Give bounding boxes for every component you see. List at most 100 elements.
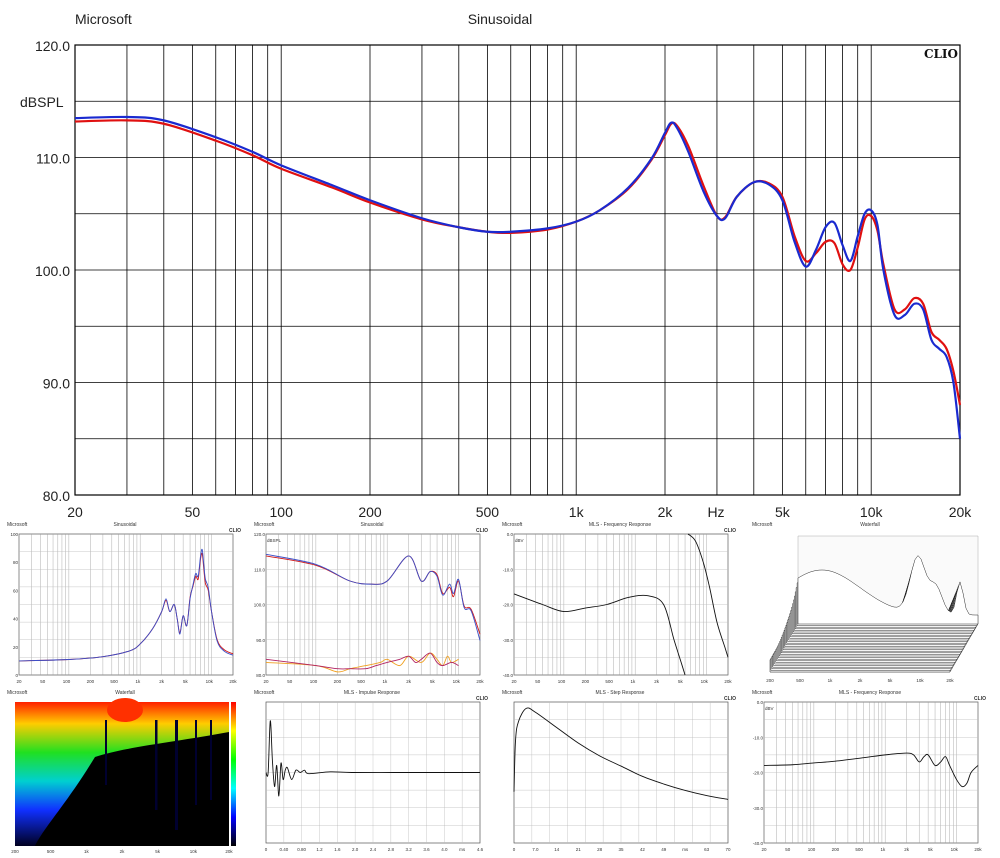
thumb-series-line-0 (265, 720, 480, 797)
thumb-x-tick-label: 500 (357, 679, 365, 684)
thumb-x-tick-label: 35 (618, 847, 624, 852)
thumb-x-tick-label: 200 (766, 678, 774, 683)
thumb-mls-impulse-response-plot: 0 0.40 0.80 1.2 1.6 2.0 2.4 2.8 3.2 3.6 4.0 ms 4.6 (265, 701, 484, 852)
thumb-x-tick-label: 20 (16, 679, 22, 684)
thumb-y-tick-label: -30.0 (503, 638, 514, 643)
thumb-x-tick-label: 5k (183, 679, 189, 684)
main-y-axis-label: dBSPL (20, 94, 64, 110)
main-header-left: Microsoft (75, 11, 132, 27)
thumb-waterfall-3d-header: Microsoft (752, 522, 773, 528)
thumb-x-tick-label: 20 (761, 847, 767, 852)
thumb-sinusoidal-response-plot: 20 50 100 200 500 1k 2k 5k 10k 20k 120.0 110.0 100.0… (254, 532, 485, 684)
thumb-x-tick-label: 2k (654, 679, 660, 684)
thumb-mls-frequency-response-2: Microsoft MLS - Frequency Response CLIO 20 5… (750, 690, 990, 855)
thumb-mls-frequency-response-plot: 20 50 100 200 500 1k 2k 5k 10k 20k 0.0 -10.0 -20.0 -3… (503, 532, 733, 684)
thumb-mls-frequency-response-brand: CLIO (724, 528, 736, 534)
thumb-x-tick-label: 20k (724, 679, 732, 684)
thumb-waterfall-heatmap: Microsoft Waterfall 200 500 1k 2k 5k 10k 20k (5, 690, 245, 855)
main-frequency-response-chart: 120.0 110.0 100.0 90.0 80.020 50 100 200 500 1k 2k… (20, 11, 972, 520)
thumb-x-tick-label: 10k (951, 847, 959, 852)
heatmap-streak (155, 720, 158, 810)
thumb-x-tick-label: 20k (476, 679, 484, 684)
thumb-x-tick-label: 20k (946, 678, 954, 683)
thumb-mls-impulse-response-header: Microsoft (254, 690, 275, 696)
thumb-x-tick-label: 5k (155, 849, 161, 854)
thumb-y-tick-label: -20.0 (753, 771, 764, 776)
thumb-mls-frequency-response-header: Microsoft (502, 522, 523, 528)
thumb-mls-impulse-response-brand: CLIO (476, 696, 488, 702)
thumb-x-tick-label: 200 (582, 679, 590, 684)
thumb-x-tick-label: 5k (678, 679, 684, 684)
thumb-mls-frequency-response-2-title: MLS - Frequency Response (838, 690, 902, 696)
thumb-x-tick-label: 200 (334, 679, 342, 684)
thumb-x-tick-label: 2.0 (352, 847, 359, 852)
heatmap-colorbar (231, 702, 236, 846)
thumb-waterfall-3d-plot: 200 500 1k 2k 5k 10k 20k (766, 535, 979, 683)
main-x-tick-label: 200 (358, 504, 382, 520)
thumb-x-tick-label: 70 (725, 847, 731, 852)
thumb-x-tick-label: 10k (453, 679, 461, 684)
thumb-x-tick-label: 5k (928, 847, 934, 852)
thumb-x-tick-label: 10k (190, 849, 198, 854)
thumb-x-tick-label: 2k (120, 849, 126, 854)
thumb-x-tick-label: 4.0 (441, 847, 448, 852)
thumb-y-tick-label: 0 (15, 673, 18, 678)
thumb-x-tick-label: 20k (225, 849, 233, 854)
thumb-x-tick-label: 200 (11, 849, 19, 854)
thumb-mls-frequency-response-2-plot: 20 50 100 200 500 1k 2k 5k 10k 20k 0.0 -10.0 -20.0 -3… (753, 700, 983, 852)
thumb-series-line-1 (18, 548, 234, 662)
thumb-x-tick-label: 1k (383, 679, 389, 684)
main-x-tick-label: 2k (658, 504, 674, 520)
thumb-y-tick-label: 0.0 (507, 532, 514, 537)
thumb-x-tick-label: 10k (701, 679, 709, 684)
main-x-tick-label: 50 (185, 504, 201, 520)
thumb-y-tick-label: -20.0 (503, 603, 514, 608)
thumb-x-tick-label: 500 (605, 679, 613, 684)
thumb-series-line-3 (265, 652, 459, 670)
thumb-y-axis-label: dBV (765, 706, 774, 711)
clio-brand: CLIO (924, 47, 958, 61)
thumb-sinusoidal-response: Microsoft Sinusoidal CLIO 20 50 100 200 500 1k 2k… (252, 522, 492, 687)
thumb-y-tick-label: -40.0 (503, 673, 514, 678)
thumb-x-tick-label: 0 (513, 847, 516, 852)
thumb-waterfall-heatmap-header: Microsoft (7, 690, 28, 696)
thumb-mls-impulse-response: Microsoft MLS - Impulse Response CLIO 0 0.40… (252, 690, 492, 855)
main-series-line-1 (74, 115, 962, 439)
main-x-tick-label: 10k (860, 504, 884, 520)
thumb-sinusoidal-response-title: Sinusoidal (360, 522, 384, 528)
thumb-x-tick-label: 2k (904, 847, 910, 852)
thumb-x-tick-label: 1k (631, 679, 637, 684)
main-y-tick-label: 110.0 (36, 151, 70, 167)
thumb-x-tick-label: 2k (159, 679, 165, 684)
thumb-waterfall-3d-title: Waterfall (860, 522, 880, 528)
thumb-x-tick-label: 0 (265, 847, 268, 852)
main-y-tick-label: 120.0 (35, 38, 70, 54)
thumb-x-tick-label: 50 (785, 847, 791, 852)
thumb-mls-frequency-response-title: MLS - Frequency Response (588, 522, 652, 528)
thumb-x-tick-label: 10k (206, 679, 214, 684)
thumb-x-tick-label: 20k (229, 679, 237, 684)
thumb-x-tick-label: 50 (40, 679, 46, 684)
thumb-y-tick-label: 20 (13, 645, 19, 650)
thumb-x-tick-label: 2k (406, 679, 412, 684)
thumb-x-tick-label: 63 (704, 847, 710, 852)
thumb-waterfall-heatmap-plot: 200 500 1k 2k 5k 10k 20k (11, 698, 236, 854)
thumb-series-line-0 (513, 707, 729, 800)
thumb-sinusoidal-distortion-title: Sinusoidal (113, 522, 137, 528)
thumb-x-tick-label: 1k (881, 847, 887, 852)
thumb-x-tick-label: 50 (535, 679, 541, 684)
thumb-mls-step-response-header: Microsoft (502, 690, 523, 696)
thumb-mls-step-response-plot: 0 7.0 14 21 28 35 42 49 ms 63 70 (513, 701, 731, 852)
thumb-series-line-1 (265, 553, 481, 641)
thumb-x-tick-label: 20 (511, 679, 517, 684)
main-labels: 120.0 110.0 100.0 90.0 80.020 50 100 200 500 1k 2k… (35, 38, 972, 520)
thumb-x-tick-label: 14 (554, 847, 560, 852)
thumb-x-tick-label: 200 (832, 847, 840, 852)
thumb-x-tick-label: 2k (858, 678, 864, 683)
thumb-x-tick-label: 500 (110, 679, 118, 684)
thumb-x-tick-label: 10k (916, 678, 924, 683)
thumb-x-tick-label: 1.2 (316, 847, 323, 852)
thumb-mls-step-response: Microsoft MLS - Step Response CLIO 0 7.0 14 21… (500, 690, 740, 855)
thumb-mls-impulse-response-title: MLS - Impulse Response (343, 690, 401, 696)
